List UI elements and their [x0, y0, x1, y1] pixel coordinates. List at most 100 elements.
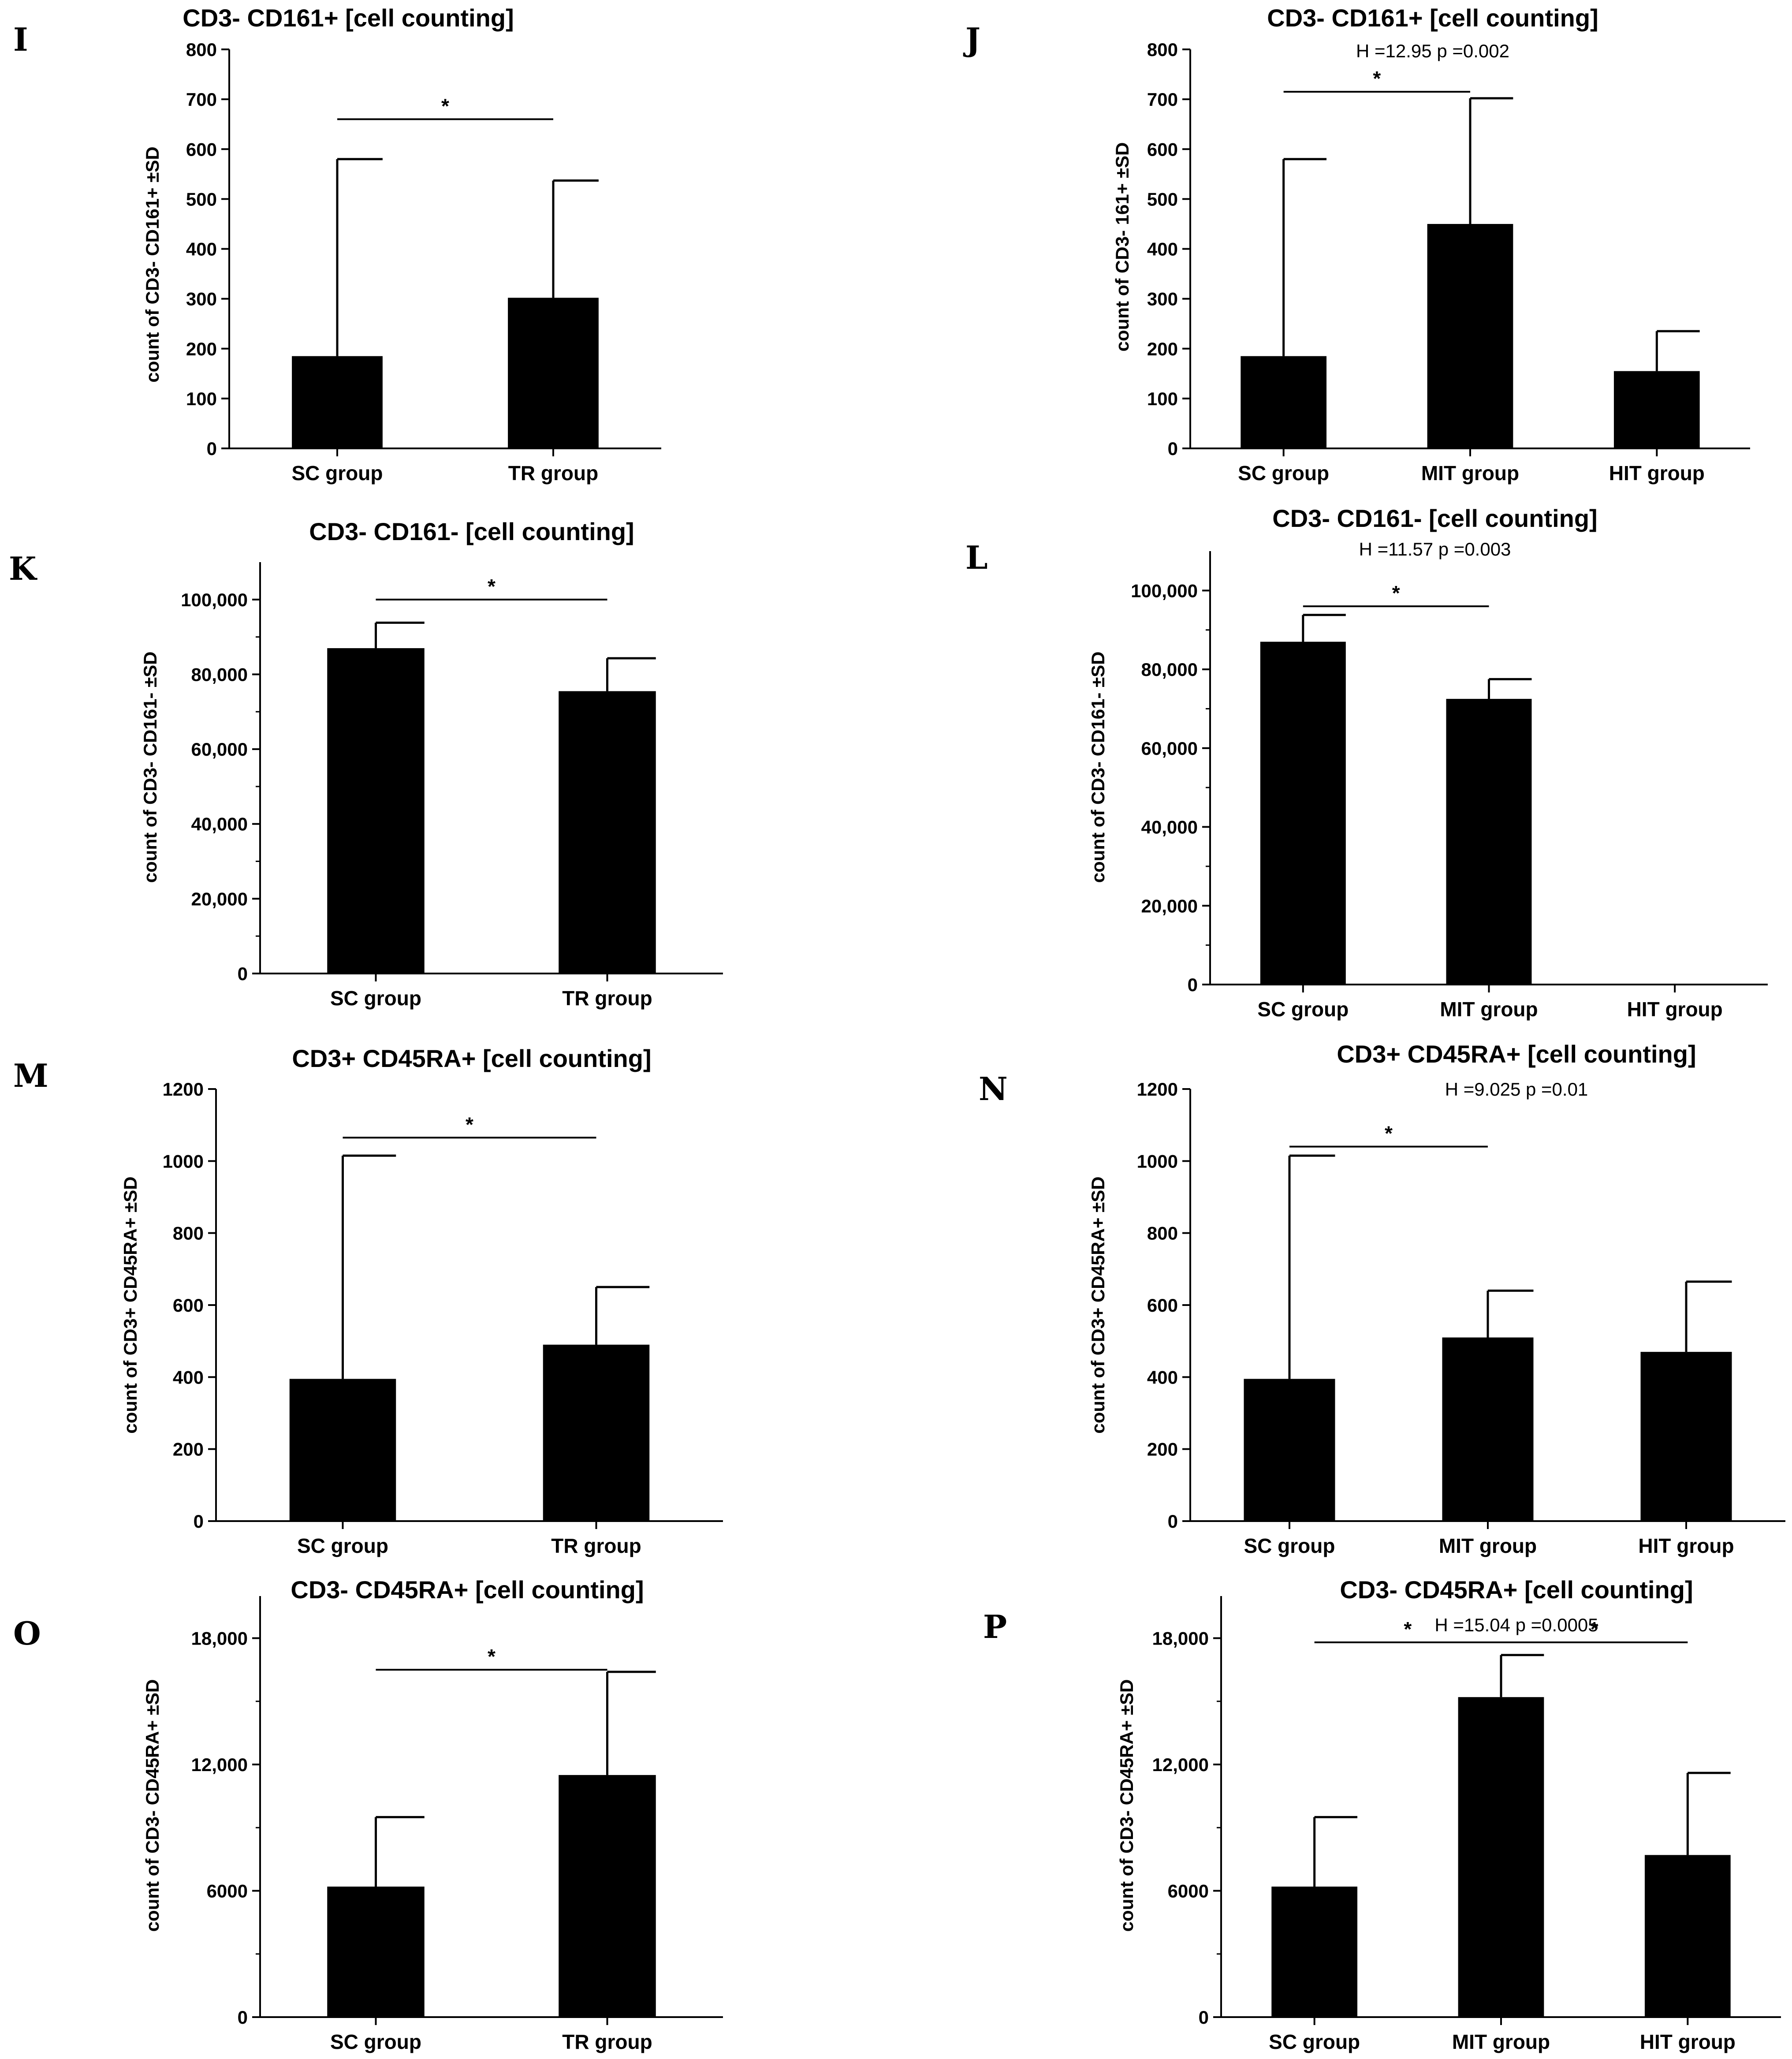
panel-p-significance-star-1: *	[1404, 1618, 1412, 1641]
panel-o-y-tick-label: 18,000	[191, 1628, 248, 1649]
panel-k-bar-1	[327, 648, 425, 974]
panel-i-y-tick-label: 100	[186, 388, 217, 409]
panel-j-category-label: SC group	[1238, 462, 1329, 485]
panel-n-letter: N	[979, 1070, 1008, 1108]
panel-o: O CD3- CD45RA+ [cell counting] count of CD…	[13, 1576, 723, 2053]
panel-k: K CD3- CD161- [cell counting] count of CD3…	[9, 518, 723, 1010]
panel-j-y-tick-label: 700	[1147, 89, 1178, 110]
panel-i-y-tick-label: 700	[186, 89, 217, 110]
panel-j-y-tick-label: 300	[1147, 289, 1178, 310]
panel-j-y-tick-label: 800	[1147, 39, 1178, 60]
panel-m-bar-1	[289, 1379, 396, 1521]
panel-k-y-tick-label: 100,000	[181, 589, 248, 610]
panel-p: P CD3- CD45RA+ [cell counting] H =15.04 p …	[983, 1576, 1781, 2053]
panel-k-significance-star-1: *	[488, 575, 496, 598]
panel-p-letter: P	[983, 1608, 1007, 1645]
panel-k-y-tick-label: 20,000	[191, 888, 248, 909]
panel-n-y-tick-label: 600	[1147, 1295, 1178, 1316]
panel-p-y-tick-label: 0	[1199, 2007, 1209, 2028]
panel-i-y-tick-label: 800	[186, 39, 217, 60]
panel-j-y-tick-label: 500	[1147, 189, 1178, 209]
panel-j-stat: H =12.95 p =0.002	[1356, 41, 1509, 61]
panel-n-y-tick-label: 1200	[1137, 1079, 1178, 1100]
panel-m-y-tick-label: 200	[173, 1439, 204, 1460]
panel-n-y-tick-label: 400	[1147, 1367, 1178, 1388]
panel-k-y-tick-label: 40,000	[191, 814, 248, 835]
panel-p-bar-1	[1271, 1886, 1358, 2017]
panel-m-significance-star-1: *	[466, 1113, 473, 1136]
panel-m-title: CD3+ CD45RA+ [cell counting]	[292, 1044, 651, 1072]
panel-i-category-label: TR group	[508, 462, 598, 485]
panel-o-y-axis-label: count of CD3- CD45RA+ ±SD	[142, 1679, 163, 1932]
panel-n: N CD3+ CD45RA+ [cell counting] H =9.025 p …	[979, 1040, 1785, 1557]
panel-l-title: CD3- CD161- [cell counting]	[1272, 504, 1597, 532]
panel-k-y-tick-label: 0	[238, 963, 248, 984]
panel-m-category-label: SC group	[297, 1534, 388, 1557]
panel-m-bar-2	[543, 1344, 650, 1521]
panel-p-title: CD3- CD45RA+ [cell counting]	[1340, 1576, 1693, 1604]
panel-l-y-tick-label: 20,000	[1141, 895, 1198, 916]
panel-p-bar-3	[1644, 1855, 1731, 2017]
panel-i-bar-2	[508, 298, 599, 448]
panel-i-title: CD3- CD161+ [cell counting]	[183, 4, 514, 32]
panel-m-y-axis-label: count of CD3+ CD45RA+ ±SD	[120, 1176, 141, 1433]
panel-k-bar-2	[559, 691, 656, 974]
panel-m-category-label: TR group	[551, 1534, 641, 1557]
panel-l-y-tick-label: 80,000	[1141, 659, 1198, 680]
panel-l-y-tick-label: 40,000	[1141, 817, 1198, 838]
panel-j-bar-3	[1613, 371, 1700, 448]
panel-j-category-label: MIT group	[1421, 462, 1519, 485]
panel-o-letter: O	[13, 1615, 41, 1652]
panel-i-y-tick-label: 200	[186, 339, 217, 359]
panel-i-y-tick-label: 300	[186, 289, 217, 310]
panel-o-y-tick-label: 12,000	[191, 1754, 248, 1775]
panel-j-title: CD3- CD161+ [cell counting]	[1267, 4, 1598, 32]
panel-i-y-tick-label: 400	[186, 239, 217, 260]
panel-k-title: CD3- CD161- [cell counting]	[309, 518, 634, 545]
panel-j-y-tick-label: 400	[1147, 239, 1178, 260]
panel-n-title: CD3+ CD45RA+ [cell counting]	[1337, 1040, 1696, 1068]
panel-o-bar-1	[327, 1886, 425, 2017]
panel-n-bar-2	[1442, 1337, 1534, 1521]
panel-i-letter: I	[13, 21, 28, 58]
panel-k-letter: K	[9, 550, 37, 587]
panel-n-significance-star-1: *	[1385, 1122, 1393, 1145]
panel-p-category-label: SC group	[1269, 2030, 1360, 2053]
panel-n-y-tick-label: 200	[1147, 1439, 1178, 1460]
panel-m-y-tick-label: 1200	[163, 1079, 204, 1100]
panel-j-y-tick-label: 100	[1147, 388, 1178, 409]
panel-n-y-tick-label: 0	[1168, 1511, 1178, 1532]
panel-n-category-label: MIT group	[1439, 1534, 1537, 1557]
panel-o-bar-2	[559, 1775, 656, 2017]
panel-i-y-axis-label: count of CD3- CD161+ ±SD	[142, 146, 163, 382]
panel-o-y-tick-label: 0	[238, 2007, 248, 2028]
panel-p-y-tick-label: 12,000	[1152, 1754, 1209, 1775]
panel-m: M CD3+ CD45RA+ [cell counting] count of CD…	[13, 1044, 723, 1557]
panel-k-category-label: TR group	[562, 987, 652, 1010]
panel-j-category-label: HIT group	[1609, 462, 1705, 485]
panel-j-bar-1	[1241, 356, 1327, 448]
panel-i-y-tick-label: 600	[186, 139, 217, 160]
panel-i: I CD3- CD161+ [cell counting] count of CD3…	[13, 4, 661, 485]
panel-l-letter: L	[965, 539, 988, 576]
panel-l-category-label: MIT group	[1440, 998, 1538, 1021]
panel-m-y-tick-label: 1000	[163, 1151, 204, 1171]
panel-i-bar-1	[292, 356, 383, 448]
panel-m-letter: M	[13, 1057, 48, 1094]
panel-p-category-label: HIT group	[1640, 2030, 1736, 2053]
panel-l-y-tick-label: 60,000	[1141, 738, 1198, 759]
panel-o-y-tick-label: 6000	[207, 1881, 248, 1902]
panel-k-y-tick-label: 80,000	[191, 664, 248, 685]
panel-o-category-label: SC group	[330, 2030, 421, 2053]
panel-n-y-tick-label: 1000	[1137, 1151, 1178, 1171]
panel-l-category-label: SC group	[1257, 998, 1349, 1021]
panel-o-category-label: TR group	[562, 2030, 652, 2053]
panel-i-category-label: SC group	[292, 462, 383, 485]
panel-k-y-tick-label: 60,000	[191, 739, 248, 760]
panel-i-y-tick-label: 0	[207, 438, 217, 459]
panel-i-significance-star-1: *	[441, 94, 449, 117]
panel-n-category-label: SC group	[1244, 1534, 1335, 1557]
panel-m-y-tick-label: 600	[173, 1295, 204, 1316]
panel-l-bar-1	[1260, 642, 1346, 985]
